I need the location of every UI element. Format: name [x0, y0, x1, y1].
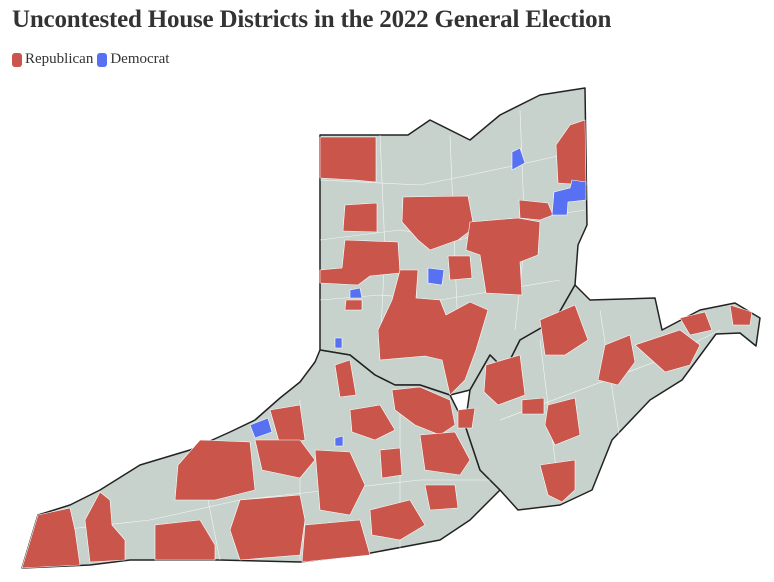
- district: [447, 255, 473, 281]
- district: [369, 499, 426, 541]
- district: [551, 179, 587, 216]
- district: [634, 329, 701, 373]
- district: [154, 519, 216, 561]
- legend-label: Democrat: [110, 51, 170, 67]
- district: [174, 439, 256, 501]
- district: [379, 447, 403, 479]
- district: [254, 439, 316, 479]
- legend: Republican Democrat: [12, 51, 169, 68]
- district: [349, 404, 396, 441]
- district: [539, 304, 589, 356]
- district: [483, 354, 526, 406]
- district: [679, 311, 713, 336]
- district: [521, 397, 545, 415]
- district: [84, 491, 126, 563]
- district: [539, 459, 576, 503]
- district: [334, 435, 344, 447]
- legend-item: Republican: [12, 51, 93, 68]
- district: [424, 484, 459, 511]
- legend-swatch: [12, 52, 22, 67]
- district: [518, 199, 554, 221]
- district: [344, 299, 363, 311]
- district: [729, 304, 753, 326]
- district: [249, 417, 273, 439]
- district: [319, 136, 377, 183]
- district: [334, 337, 343, 349]
- district: [314, 449, 366, 516]
- district: [511, 147, 526, 171]
- legend-label: Republican: [25, 51, 94, 67]
- republican-districts: [21, 119, 753, 569]
- district: [319, 239, 401, 286]
- district: [419, 431, 471, 476]
- democrat-districts: [249, 147, 587, 447]
- district: [465, 217, 541, 296]
- district: [301, 519, 371, 563]
- district: [377, 269, 489, 396]
- district: [229, 494, 306, 561]
- district: [597, 334, 636, 386]
- district: [391, 386, 456, 436]
- legend-swatch: [97, 52, 108, 67]
- district: [21, 507, 81, 569]
- map-title: Uncontested House Districts in the 2022 …: [12, 6, 612, 33]
- district: [427, 267, 445, 286]
- district: [401, 195, 475, 251]
- district: [457, 407, 476, 429]
- district: [544, 397, 581, 446]
- legend-item: Democrat: [97, 51, 169, 68]
- district: [334, 359, 357, 398]
- district: [349, 287, 363, 299]
- district: [342, 202, 378, 233]
- district: [269, 404, 306, 446]
